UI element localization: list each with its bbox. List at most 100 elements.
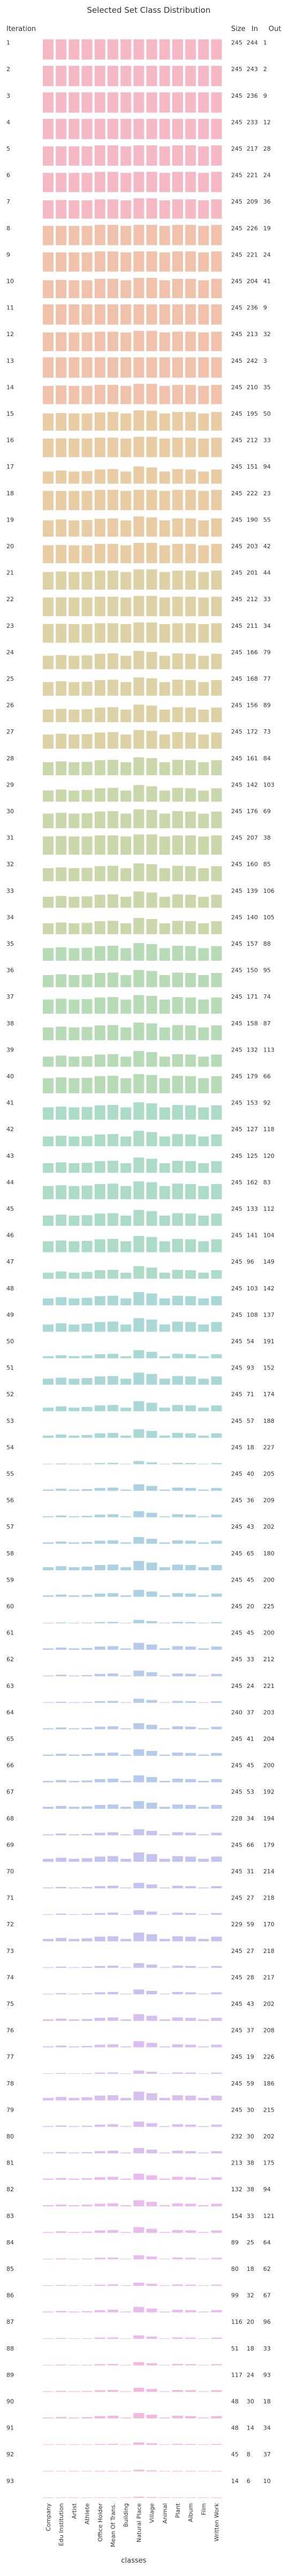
bar [108, 972, 118, 987]
bar [211, 707, 222, 722]
value-out: 200 [263, 1630, 274, 1637]
bar [81, 1297, 93, 1305]
bar [108, 1376, 118, 1385]
bar [146, 2229, 157, 2233]
bar [159, 1542, 170, 1544]
bar [185, 894, 196, 908]
bar [43, 438, 54, 457]
bar [172, 2072, 183, 2074]
bar [146, 2415, 157, 2418]
value-size: 245 [231, 1338, 242, 1345]
bar [146, 2015, 157, 2021]
bar [211, 469, 222, 484]
iteration-label: 15 [6, 410, 14, 417]
bar [81, 1594, 93, 1597]
bar [211, 894, 222, 908]
bar [56, 1515, 67, 1517]
bar [172, 1295, 183, 1305]
bar [146, 1750, 157, 1756]
value-in: 190 [247, 516, 258, 523]
bar [198, 280, 209, 298]
bar [159, 2178, 170, 2180]
bar [43, 762, 54, 775]
bar [133, 2227, 144, 2233]
bar [43, 1887, 54, 1888]
bar [185, 1184, 196, 1200]
bar [172, 1936, 183, 1942]
bar [185, 2072, 196, 2074]
bar [94, 1296, 105, 1305]
x-tick-labels: Company Edu Institution Artist Athlete Offic… [45, 2503, 220, 2547]
bar [94, 866, 105, 882]
value-out: 200 [263, 1762, 274, 1769]
value-size: 245 [231, 1762, 242, 1769]
bar [172, 92, 183, 113]
bar [211, 2337, 222, 2339]
bar [133, 1670, 144, 1677]
row-40: 40 245 179 66 [6, 1073, 271, 1093]
bar [68, 1186, 80, 1200]
bar [172, 1405, 183, 1412]
value-in: 27 [247, 1895, 254, 1902]
bar [68, 2232, 80, 2233]
value-size: 245 [231, 490, 242, 497]
bar [146, 145, 157, 166]
row-87: 87 116 20 96 [6, 2318, 271, 2339]
bar [133, 119, 144, 139]
bar [185, 2390, 196, 2392]
iteration-label: 8 [6, 225, 10, 232]
bar [198, 1567, 209, 1570]
bar [172, 385, 183, 404]
bar [172, 518, 183, 537]
bar [185, 1540, 196, 1544]
bar [81, 1727, 93, 1730]
bar [211, 596, 222, 617]
value-out: 73 [263, 728, 271, 735]
value-out: 194 [263, 1815, 274, 1822]
bar [211, 438, 222, 457]
value-out: 106 [263, 888, 274, 894]
bar [198, 520, 209, 537]
bar [172, 469, 183, 484]
bar [120, 438, 132, 457]
bar [185, 623, 196, 643]
bar [146, 652, 157, 670]
bar [211, 304, 222, 325]
bar [185, 1514, 196, 1517]
bar [172, 2284, 183, 2286]
bar [185, 543, 196, 563]
bar [68, 545, 80, 563]
value-in: 38 [247, 2160, 254, 2167]
row-31: 31 245 207 38 [6, 834, 271, 855]
bar [56, 1378, 67, 1385]
iteration-label: 57 [6, 1523, 14, 1530]
bar [146, 1911, 157, 1915]
bar [133, 1236, 144, 1252]
bar [146, 944, 157, 961]
iteration-label: 92 [6, 2451, 14, 2458]
bar [43, 2046, 54, 2048]
bar [172, 304, 183, 325]
bar [146, 2363, 157, 2365]
value-size: 245 [231, 702, 242, 709]
bar [211, 2072, 222, 2074]
value-in: 57 [247, 1418, 254, 1425]
bar [185, 438, 196, 457]
bar [43, 999, 54, 1014]
value-out: 33 [263, 437, 271, 444]
bar [133, 39, 144, 60]
bar [81, 1754, 93, 1756]
bar [108, 1886, 118, 1888]
bar [81, 1858, 93, 1862]
bar [172, 224, 183, 245]
x-tick-label: Athlete [84, 2503, 91, 2525]
bar [81, 2285, 93, 2286]
bar [68, 1216, 80, 1226]
bar [185, 251, 196, 272]
bar [198, 413, 209, 431]
bar [68, 1834, 80, 1835]
row-70: 70 245 31 214 [6, 1868, 274, 1888]
value-in: 66 [247, 1841, 254, 1848]
bar [146, 1403, 157, 1412]
bar [172, 2257, 183, 2260]
